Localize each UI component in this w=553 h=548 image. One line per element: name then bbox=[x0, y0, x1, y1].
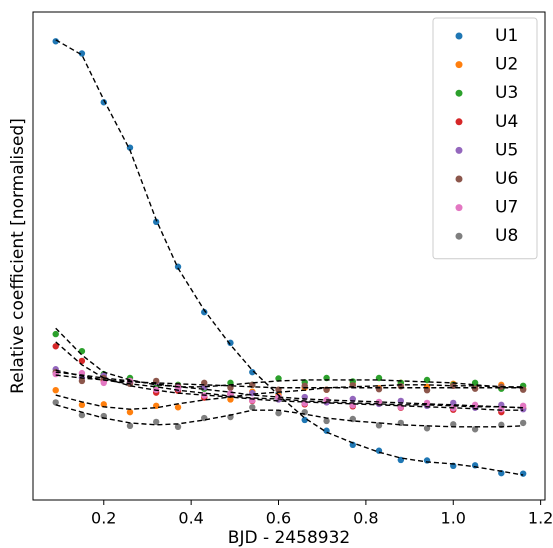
data-point bbox=[450, 421, 457, 428]
data-point bbox=[78, 401, 86, 409]
legend-label: U5 bbox=[495, 140, 518, 160]
data-point bbox=[152, 418, 160, 426]
data-point bbox=[227, 396, 234, 403]
data-point bbox=[52, 399, 59, 406]
data-point bbox=[100, 379, 107, 387]
legend-marker bbox=[455, 232, 463, 240]
data-point bbox=[78, 50, 86, 57]
x-tick-label: 0.8 bbox=[353, 509, 378, 528]
data-point bbox=[52, 38, 59, 45]
plot-frame bbox=[32, 11, 546, 501]
data-point bbox=[519, 419, 527, 427]
fit-line bbox=[55, 384, 524, 410]
legend-label: U1 bbox=[495, 26, 518, 46]
fit-line bbox=[55, 369, 524, 409]
y-axis-label: Relative coefficient [normalised] bbox=[8, 118, 28, 394]
legend-label: U4 bbox=[495, 112, 518, 132]
data-point bbox=[249, 368, 256, 376]
data-point bbox=[471, 426, 479, 433]
fit-line bbox=[55, 39, 524, 476]
x-tick-label: 0.2 bbox=[91, 509, 116, 528]
data-point bbox=[423, 425, 431, 432]
data-point bbox=[52, 387, 59, 394]
x-tick-label: 1.0 bbox=[441, 509, 466, 528]
legend-label: U6 bbox=[495, 169, 518, 189]
x-tick-label: 0.6 bbox=[266, 509, 291, 528]
data-point bbox=[78, 377, 86, 385]
data-point bbox=[126, 422, 134, 430]
fit-line bbox=[55, 327, 524, 389]
x-tick-label: 1.2 bbox=[528, 509, 553, 528]
legend-marker bbox=[455, 146, 463, 154]
data-point bbox=[301, 416, 308, 424]
legend-label: U7 bbox=[495, 198, 518, 218]
data-point bbox=[275, 409, 282, 417]
data-point bbox=[249, 404, 256, 411]
legend-label: U3 bbox=[495, 83, 518, 103]
data-point bbox=[423, 387, 431, 394]
data-point bbox=[52, 343, 59, 350]
legend-marker bbox=[455, 32, 463, 40]
x-axis-label: BJD - 2458932 bbox=[228, 528, 350, 548]
data-point bbox=[498, 406, 505, 413]
x-tick-label: 0.4 bbox=[178, 509, 203, 528]
data-point bbox=[100, 401, 107, 408]
data-point bbox=[52, 330, 59, 338]
legend-label: U2 bbox=[495, 55, 518, 75]
data-point bbox=[152, 218, 160, 226]
legend-frame bbox=[432, 17, 538, 260]
data-point bbox=[397, 383, 405, 390]
data-point bbox=[174, 404, 182, 411]
legend: U1 U2 U3 U4 U5 U6 U7 U8 bbox=[432, 17, 538, 260]
data-point bbox=[174, 423, 182, 430]
data-point bbox=[375, 386, 383, 393]
data-point bbox=[275, 375, 282, 382]
fit-line bbox=[55, 371, 524, 409]
legend-marker bbox=[455, 89, 463, 97]
data-point bbox=[201, 308, 208, 316]
fit-line bbox=[55, 341, 524, 411]
fit-line bbox=[55, 374, 524, 389]
legend-marker bbox=[455, 204, 463, 212]
data-point bbox=[323, 417, 330, 425]
data-point bbox=[227, 339, 234, 347]
data-point bbox=[126, 408, 134, 416]
data-point bbox=[349, 441, 356, 449]
data-point bbox=[78, 411, 86, 419]
fit-line bbox=[55, 404, 524, 428]
legend-marker bbox=[455, 61, 463, 69]
legend-marker bbox=[455, 175, 463, 183]
legend-marker bbox=[455, 118, 463, 126]
data-point bbox=[519, 470, 527, 477]
legend-label: U8 bbox=[495, 226, 518, 246]
